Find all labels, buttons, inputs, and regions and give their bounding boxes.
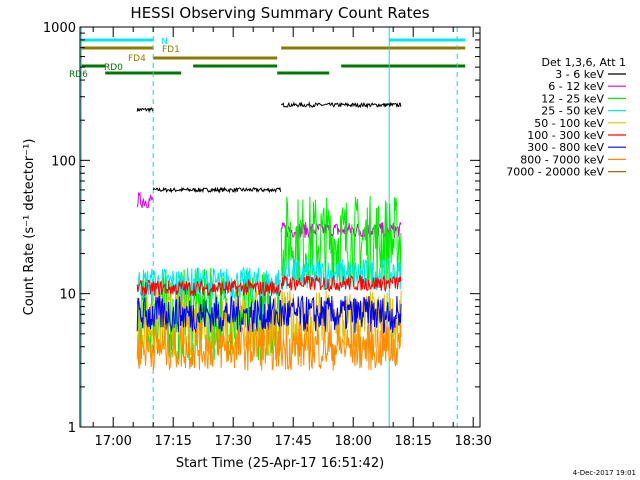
y-tick-label: 1000 [43,21,76,36]
legend-label: 100 - 300 keV [527,129,604,142]
footer-date: 4-Dec-2017 19:01 [573,469,636,477]
series-line [136,266,282,300]
legend-label: 800 - 7000 keV [520,153,604,166]
flag-bar-label: RD6 [69,70,88,80]
x-tick-label: 18:00 [334,434,371,449]
series-5 [136,274,402,298]
x-tick-label: 18:30 [454,434,491,449]
x-tick-label: 17:30 [214,434,251,449]
series-6 [136,295,402,335]
x-axis-label: Start Time (25-Apr-17 16:51:42) [176,456,384,471]
series-line [280,274,402,293]
x-tick-label: 17:45 [274,434,311,449]
series-line [136,278,282,298]
series-0 [136,101,402,194]
legend-label: 300 - 800 keV [527,141,604,154]
x-axis: 17:00 17:15 17:30 17:45 18:00 18:15 18:30 [92,27,492,449]
x-tick-label: 17:15 [154,434,191,449]
x-tick-label: 17:00 [94,434,131,449]
y-axis-label: Count Rate (s⁻¹ detector⁻¹) [22,139,37,316]
series-line [136,322,402,371]
legend-title: Det 1,3,6, Att 1 [542,56,626,69]
legend-label: 6 - 12 keV [548,80,604,93]
legend-label: 7000 - 20000 keV [506,166,604,179]
flag-bar-label: N [161,37,168,47]
plot-area [79,26,481,428]
series-line [136,295,402,335]
flag-bar-label: FD4 [128,54,146,64]
flag-bar-label: RD0 [104,63,123,73]
legend-label: 12 - 25 keV [541,92,604,105]
legend-label: 3 - 6 keV [555,68,604,81]
series-line [136,191,154,209]
flag-bar-label: FD1 [162,45,180,55]
y-tick-label: 100 [51,154,76,169]
legend-label: 25 - 50 keV [541,105,604,118]
y-tick-label: 1 [68,421,76,436]
series-line [280,195,402,288]
chart-title: HESSI Observing Summary Count Rates [130,4,429,22]
series-7 [136,322,402,371]
series-line [280,101,402,109]
y-tick-label: 10 [59,288,76,303]
series-line [152,186,282,194]
x-tick-label: 18:15 [394,434,431,449]
series-line [136,107,154,114]
y-axis: 1 10 100 1000 [43,21,480,436]
data-series [136,101,402,371]
legend-label: 50 - 100 keV [534,117,604,130]
